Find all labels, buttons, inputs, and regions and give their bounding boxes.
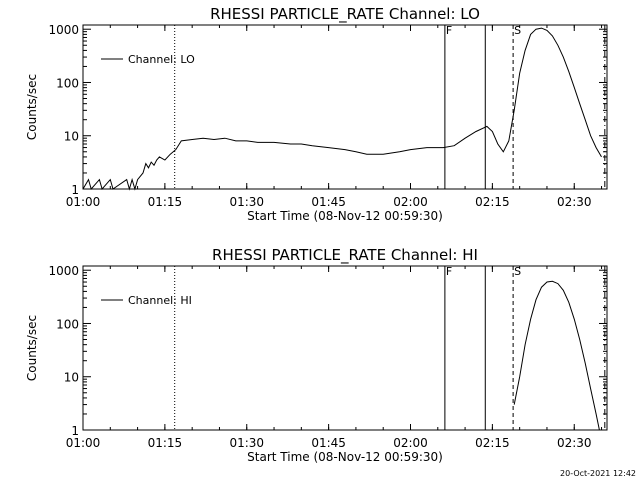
x-tick-label: 01:45 — [311, 436, 346, 450]
y-tick-label: 1000 — [48, 264, 79, 278]
x-tick-label: 02:30 — [557, 195, 592, 209]
chart-title: RHESSI PARTICLE_RATE Channel: LO — [210, 5, 480, 24]
x-tick-label: 01:30 — [229, 195, 264, 209]
x-tick-label: 01:00 — [66, 195, 101, 209]
event-marker-label: F — [446, 24, 452, 37]
y-axis-label: Counts/sec — [25, 315, 39, 381]
y-tick-label: 100 — [56, 317, 79, 331]
x-tick-label: 01:45 — [311, 195, 346, 209]
x-tick-label: 01:15 — [148, 436, 183, 450]
legend-label: Channel: LO — [128, 53, 195, 66]
x-tick-label: 01:15 — [148, 195, 183, 209]
event-marker-label: S — [514, 24, 521, 37]
y-tick-label: 100 — [56, 76, 79, 90]
y-tick-label: 1000 — [48, 23, 79, 37]
series-line — [82, 27, 602, 191]
footer-timestamp: 20-Oct-2021 12:42 — [560, 469, 636, 478]
x-axis-label: Start Time (08-Nov-12 00:59:30) — [247, 450, 443, 464]
x-tick-label: 01:00 — [66, 436, 101, 450]
y-tick-label: 1 — [71, 183, 79, 197]
x-tick-label: 02:15 — [475, 436, 510, 450]
chart-title: RHESSI PARTICLE_RATE Channel: HI — [212, 246, 478, 265]
event-marker-label: F — [446, 265, 452, 278]
legend-label: Channel: HI — [128, 294, 192, 307]
plot-frame — [82, 265, 608, 431]
x-tick-label: 02:00 — [393, 436, 428, 450]
y-axis-label: Counts/sec — [25, 74, 39, 140]
series-line — [513, 280, 600, 431]
y-tick-label: 10 — [64, 371, 79, 385]
x-tick-label: 02:00 — [393, 195, 428, 209]
x-axis-label: Start Time (08-Nov-12 00:59:30) — [247, 209, 443, 223]
y-tick-label: 10 — [64, 130, 79, 144]
plot-frame — [82, 24, 608, 190]
x-tick-label: 02:30 — [557, 436, 592, 450]
event-marker-label: S — [514, 265, 521, 278]
y-tick-label: 1 — [71, 424, 79, 438]
x-tick-label: 01:30 — [229, 436, 264, 450]
x-tick-label: 02:15 — [475, 195, 510, 209]
